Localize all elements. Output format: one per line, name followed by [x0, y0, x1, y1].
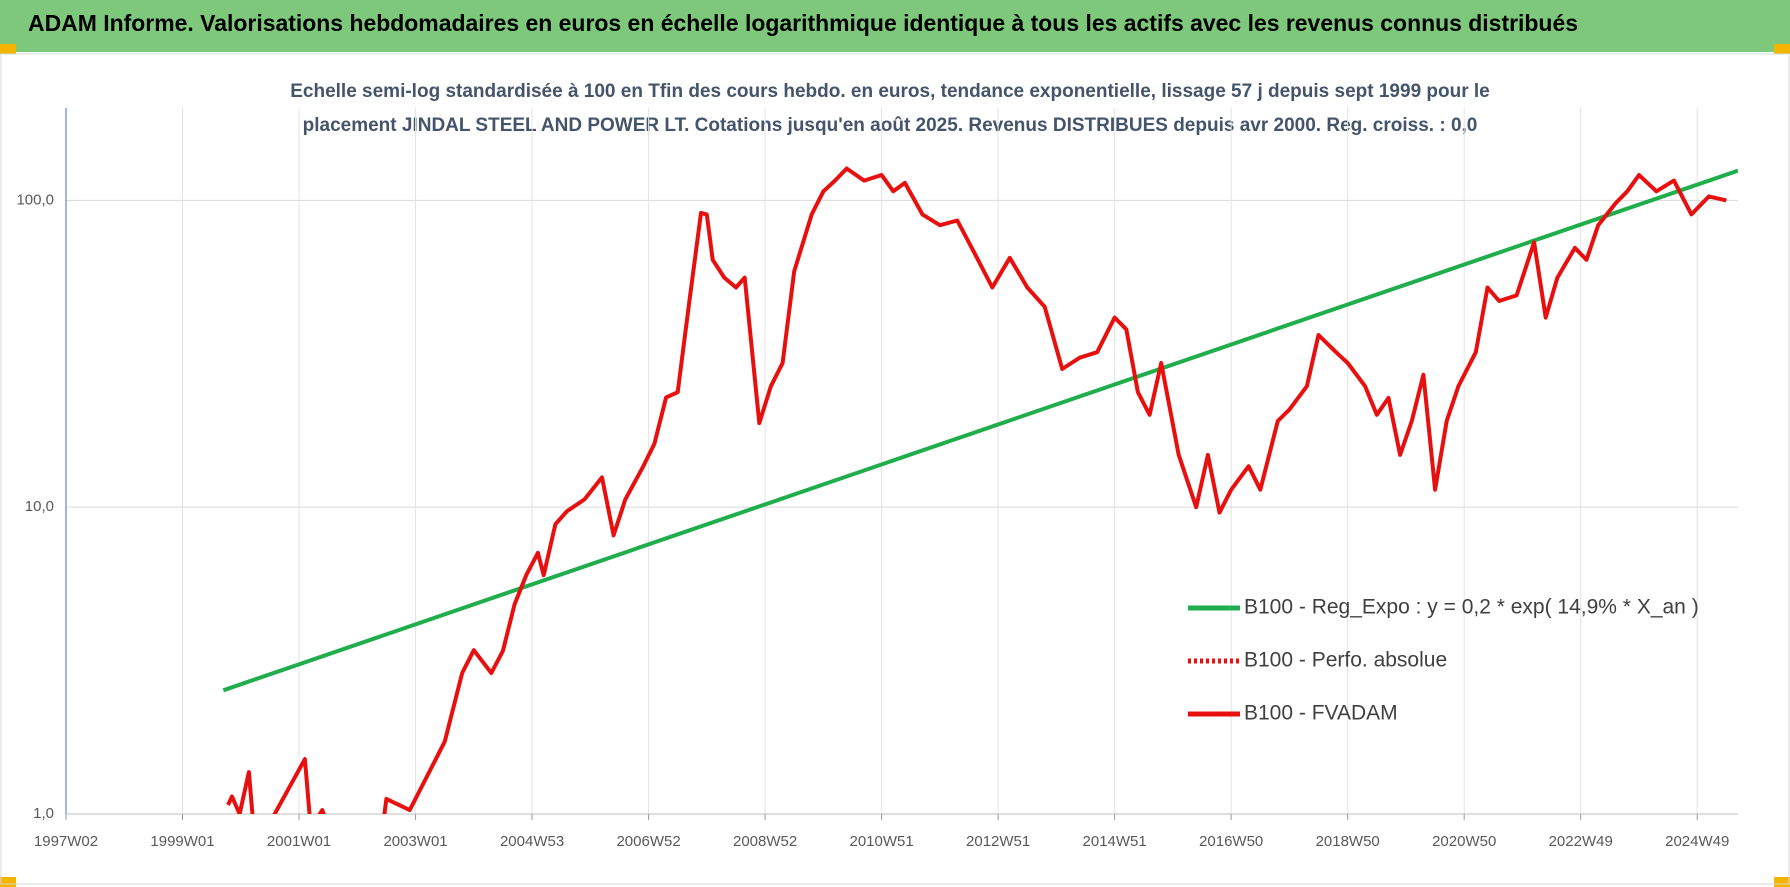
corner [1774, 44, 1790, 54]
header-title: ADAM Informe. Valorisations hebdomadaire… [28, 10, 1578, 36]
y-tick-label: 10,0 [25, 498, 54, 515]
legend-label: B100 - Reg_Expo : y = 0,2 * exp( 14,9% *… [1244, 596, 1699, 619]
frame [0, 53, 1790, 885]
chart-title: placement JINDAL STEEL AND POWER LT. Cot… [303, 115, 1478, 136]
x-tick-label: 2018W50 [1316, 833, 1380, 850]
legend-label: B100 - FVADAM [1244, 702, 1398, 725]
series-line [226, 166, 1727, 814]
x-tick-label: 2012W51 [966, 833, 1030, 850]
x-tick-label: 2024W49 [1665, 833, 1729, 850]
corner [0, 877, 16, 887]
corner [1774, 877, 1790, 887]
y-tick-label: 100,0 [16, 191, 54, 208]
y-tick-label: 1,0 [33, 805, 54, 822]
x-tick-label: 2008W52 [733, 833, 797, 850]
x-tick-label: 2010W51 [850, 833, 914, 850]
x-tick-label: 1997W02 [34, 833, 98, 850]
x-tick-label: 2022W49 [1549, 833, 1613, 850]
x-tick-label: 2006W52 [616, 833, 680, 850]
x-tick-label: 2003W01 [383, 833, 447, 850]
chart-title: Echelle semi-log standardisée à 100 en T… [290, 81, 1490, 102]
x-tick-label: 2016W50 [1199, 833, 1263, 850]
legend-label: B100 - Perfo. absolue [1244, 649, 1447, 672]
x-tick-label: 1999W01 [150, 833, 214, 850]
x-tick-label: 2020W50 [1432, 833, 1496, 850]
x-tick-label: 2001W01 [267, 833, 331, 850]
series-line [222, 168, 1738, 693]
corner [0, 44, 16, 54]
x-tick-label: 2004W53 [500, 833, 564, 850]
header-bar [0, 0, 1790, 52]
x-tick-label: 2014W51 [1083, 833, 1147, 850]
